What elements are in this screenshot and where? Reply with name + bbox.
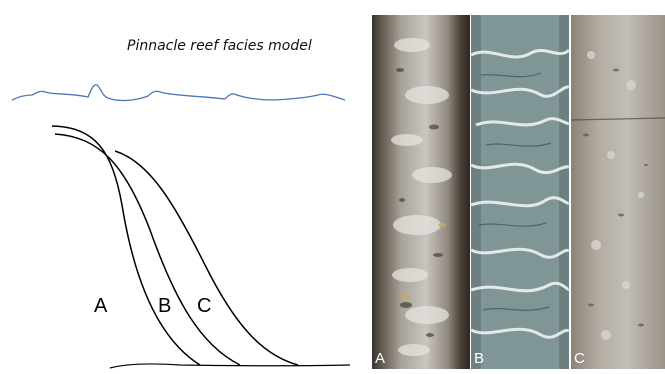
facies-label-c: C — [197, 295, 212, 317]
core-photo-c: C — [571, 15, 665, 369]
facies-model-drawing — [11, 84, 351, 369]
facies-label-a: A — [94, 295, 108, 317]
core-photo-a: A — [372, 15, 470, 369]
reef-curve-c — [114, 150, 299, 366]
core-label-a: A — [375, 350, 386, 367]
reef-curve-a — [51, 125, 201, 366]
core-label-c: C — [574, 350, 585, 367]
sea-surface-wave — [11, 84, 346, 102]
reef-curve-b — [54, 133, 241, 366]
core-photo-b: B — [471, 15, 569, 369]
core-photo-b-texture — [471, 15, 569, 369]
core-label-b: B — [474, 350, 485, 367]
facies-label-b: B — [158, 295, 172, 317]
core-photo-c-texture — [571, 15, 665, 369]
core-photo-a-texture — [372, 15, 470, 369]
facies-model-diagram: Pinnacle reef facies model A B C — [11, 38, 351, 369]
diagram-title: Pinnacle reef facies model — [127, 38, 312, 54]
seafloor-line — [109, 363, 351, 369]
